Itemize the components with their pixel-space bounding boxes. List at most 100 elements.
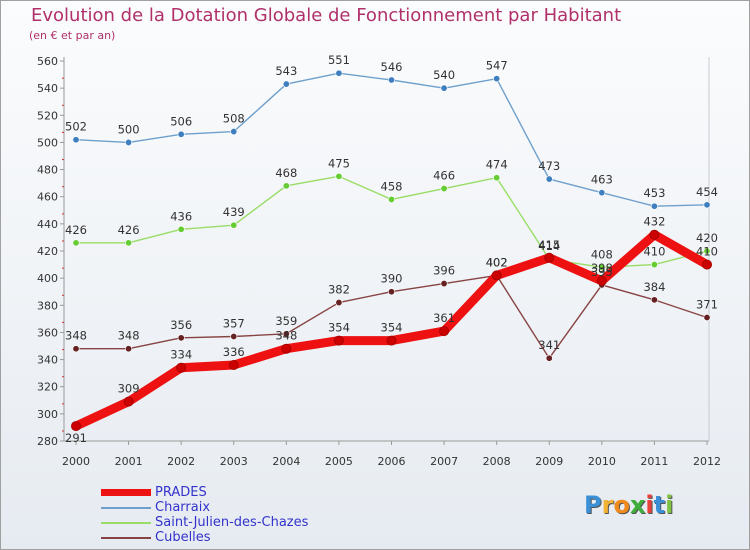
- y-tick-label: 460: [37, 191, 58, 204]
- data-label-saint-julien-des-chazes: 466: [433, 169, 455, 183]
- logo-letter: i: [665, 491, 674, 519]
- data-point-saint-julien-des-chazes: [72, 239, 80, 247]
- x-tick-label: 2012: [693, 455, 721, 468]
- data-point-charraix: [282, 80, 290, 88]
- data-label-cubelles: 348: [118, 329, 140, 343]
- data-label-charraix: 500: [118, 122, 140, 136]
- y-tick-label: 380: [37, 299, 58, 312]
- legend-label-cubelles: Cubelles: [155, 530, 211, 545]
- data-point-charraix: [177, 130, 185, 138]
- logo-letter: o: [613, 491, 630, 519]
- data-label-prades: 415: [538, 238, 560, 252]
- y-tick-label: 560: [37, 55, 58, 68]
- data-point-charraix: [440, 84, 448, 92]
- data-label-charraix: 502: [65, 120, 87, 134]
- data-label-prades: 336: [223, 345, 245, 359]
- data-point-saint-julien-des-chazes: [230, 221, 238, 229]
- data-point-saint-julien-des-chazes: [387, 195, 395, 203]
- legend-swatch-prades: [101, 489, 151, 496]
- data-label-saint-julien-des-chazes: 439: [223, 205, 245, 219]
- data-label-charraix: 463: [591, 173, 613, 187]
- data-point-cubelles: [72, 345, 80, 353]
- data-point-charraix: [545, 175, 553, 183]
- data-label-saint-julien-des-chazes: 420: [696, 231, 718, 245]
- data-label-saint-julien-des-chazes: 410: [643, 245, 665, 259]
- data-label-prades: 410: [696, 245, 718, 259]
- y-tick-label: 480: [37, 164, 58, 177]
- data-point-cubelles: [125, 345, 133, 353]
- data-label-charraix: 453: [643, 186, 665, 200]
- data-point-cubelles: [387, 288, 395, 296]
- data-point-saint-julien-des-chazes: [177, 225, 185, 233]
- data-label-prades: 348: [275, 329, 297, 343]
- data-point-prades: [386, 335, 397, 346]
- x-tick-label: 2010: [588, 455, 616, 468]
- x-tick-label: 2004: [272, 455, 300, 468]
- data-label-prades: 334: [170, 348, 192, 362]
- data-point-prades: [123, 396, 134, 407]
- data-label-cubelles: 395: [591, 265, 613, 279]
- y-tick-label: 540: [37, 82, 58, 95]
- data-label-charraix: 454: [696, 185, 718, 199]
- data-point-prades: [176, 362, 187, 373]
- legend-label-prades: PRADES: [155, 485, 207, 500]
- data-label-saint-julien-des-chazes: 426: [118, 223, 140, 237]
- legend-swatch-cubelles: [101, 537, 151, 539]
- data-label-prades: 361: [433, 311, 455, 325]
- data-label-charraix: 543: [275, 64, 297, 78]
- x-tick-label: 2002: [167, 455, 195, 468]
- x-tick-label: 2006: [378, 455, 406, 468]
- data-point-saint-julien-des-chazes: [598, 263, 606, 271]
- data-label-saint-julien-des-chazes: 414: [538, 239, 560, 253]
- data-label-cubelles: 356: [170, 318, 192, 332]
- data-point-prades: [71, 421, 81, 432]
- data-point-prades: [333, 335, 344, 346]
- data-point-charraix: [650, 202, 658, 210]
- x-tick-label: 2008: [483, 455, 511, 468]
- data-label-saint-julien-des-chazes: 474: [486, 158, 508, 172]
- data-label-cubelles: 348: [65, 329, 87, 343]
- y-tick-label: 440: [37, 218, 58, 231]
- data-point-saint-julien-des-chazes: [125, 239, 133, 247]
- x-tick-label: 2005: [325, 455, 353, 468]
- data-label-cubelles: 384: [643, 280, 665, 294]
- y-tick-label: 320: [37, 381, 58, 394]
- data-point-charraix: [387, 76, 395, 84]
- series-line-cubelles: [75, 274, 708, 359]
- data-label-charraix: 540: [433, 68, 455, 82]
- data-label-saint-julien-des-chazes: 458: [381, 179, 403, 193]
- data-point-saint-julien-des-chazes: [440, 185, 448, 193]
- data-point-prades: [544, 252, 555, 263]
- x-tick-label: 2009: [535, 455, 563, 468]
- data-label-prades: 291: [65, 431, 87, 445]
- data-point-charraix: [703, 201, 711, 209]
- data-label-charraix: 473: [538, 159, 560, 173]
- y-tick-label: 500: [37, 136, 58, 149]
- data-point-prades: [281, 343, 292, 354]
- data-point-charraix: [72, 136, 80, 144]
- data-point-charraix: [125, 138, 133, 146]
- data-point-saint-julien-des-chazes: [282, 182, 290, 190]
- data-label-charraix: 506: [170, 114, 192, 128]
- data-point-saint-julien-des-chazes: [703, 247, 711, 255]
- data-label-cubelles: 357: [223, 317, 245, 331]
- data-label-prades: 309: [118, 382, 140, 396]
- data-label-charraix: 551: [328, 53, 350, 67]
- data-label-saint-julien-des-chazes: 408: [591, 247, 613, 261]
- data-label-prades: 398: [591, 261, 613, 275]
- data-label-charraix: 546: [381, 60, 403, 74]
- data-point-charraix: [335, 69, 343, 77]
- legend-item-prades: PRADES: [101, 485, 381, 500]
- y-tick-label: 400: [37, 272, 58, 285]
- data-point-cubelles: [177, 334, 185, 342]
- data-label-cubelles: 402: [486, 255, 508, 269]
- data-point-cubelles: [335, 299, 343, 307]
- data-point-prades: [228, 360, 239, 370]
- y-tick-label: 340: [37, 354, 58, 367]
- data-label-prades: 354: [381, 321, 403, 335]
- data-point-cubelles: [703, 313, 711, 321]
- data-point-cubelles: [545, 354, 553, 362]
- data-label-cubelles: 359: [275, 314, 297, 328]
